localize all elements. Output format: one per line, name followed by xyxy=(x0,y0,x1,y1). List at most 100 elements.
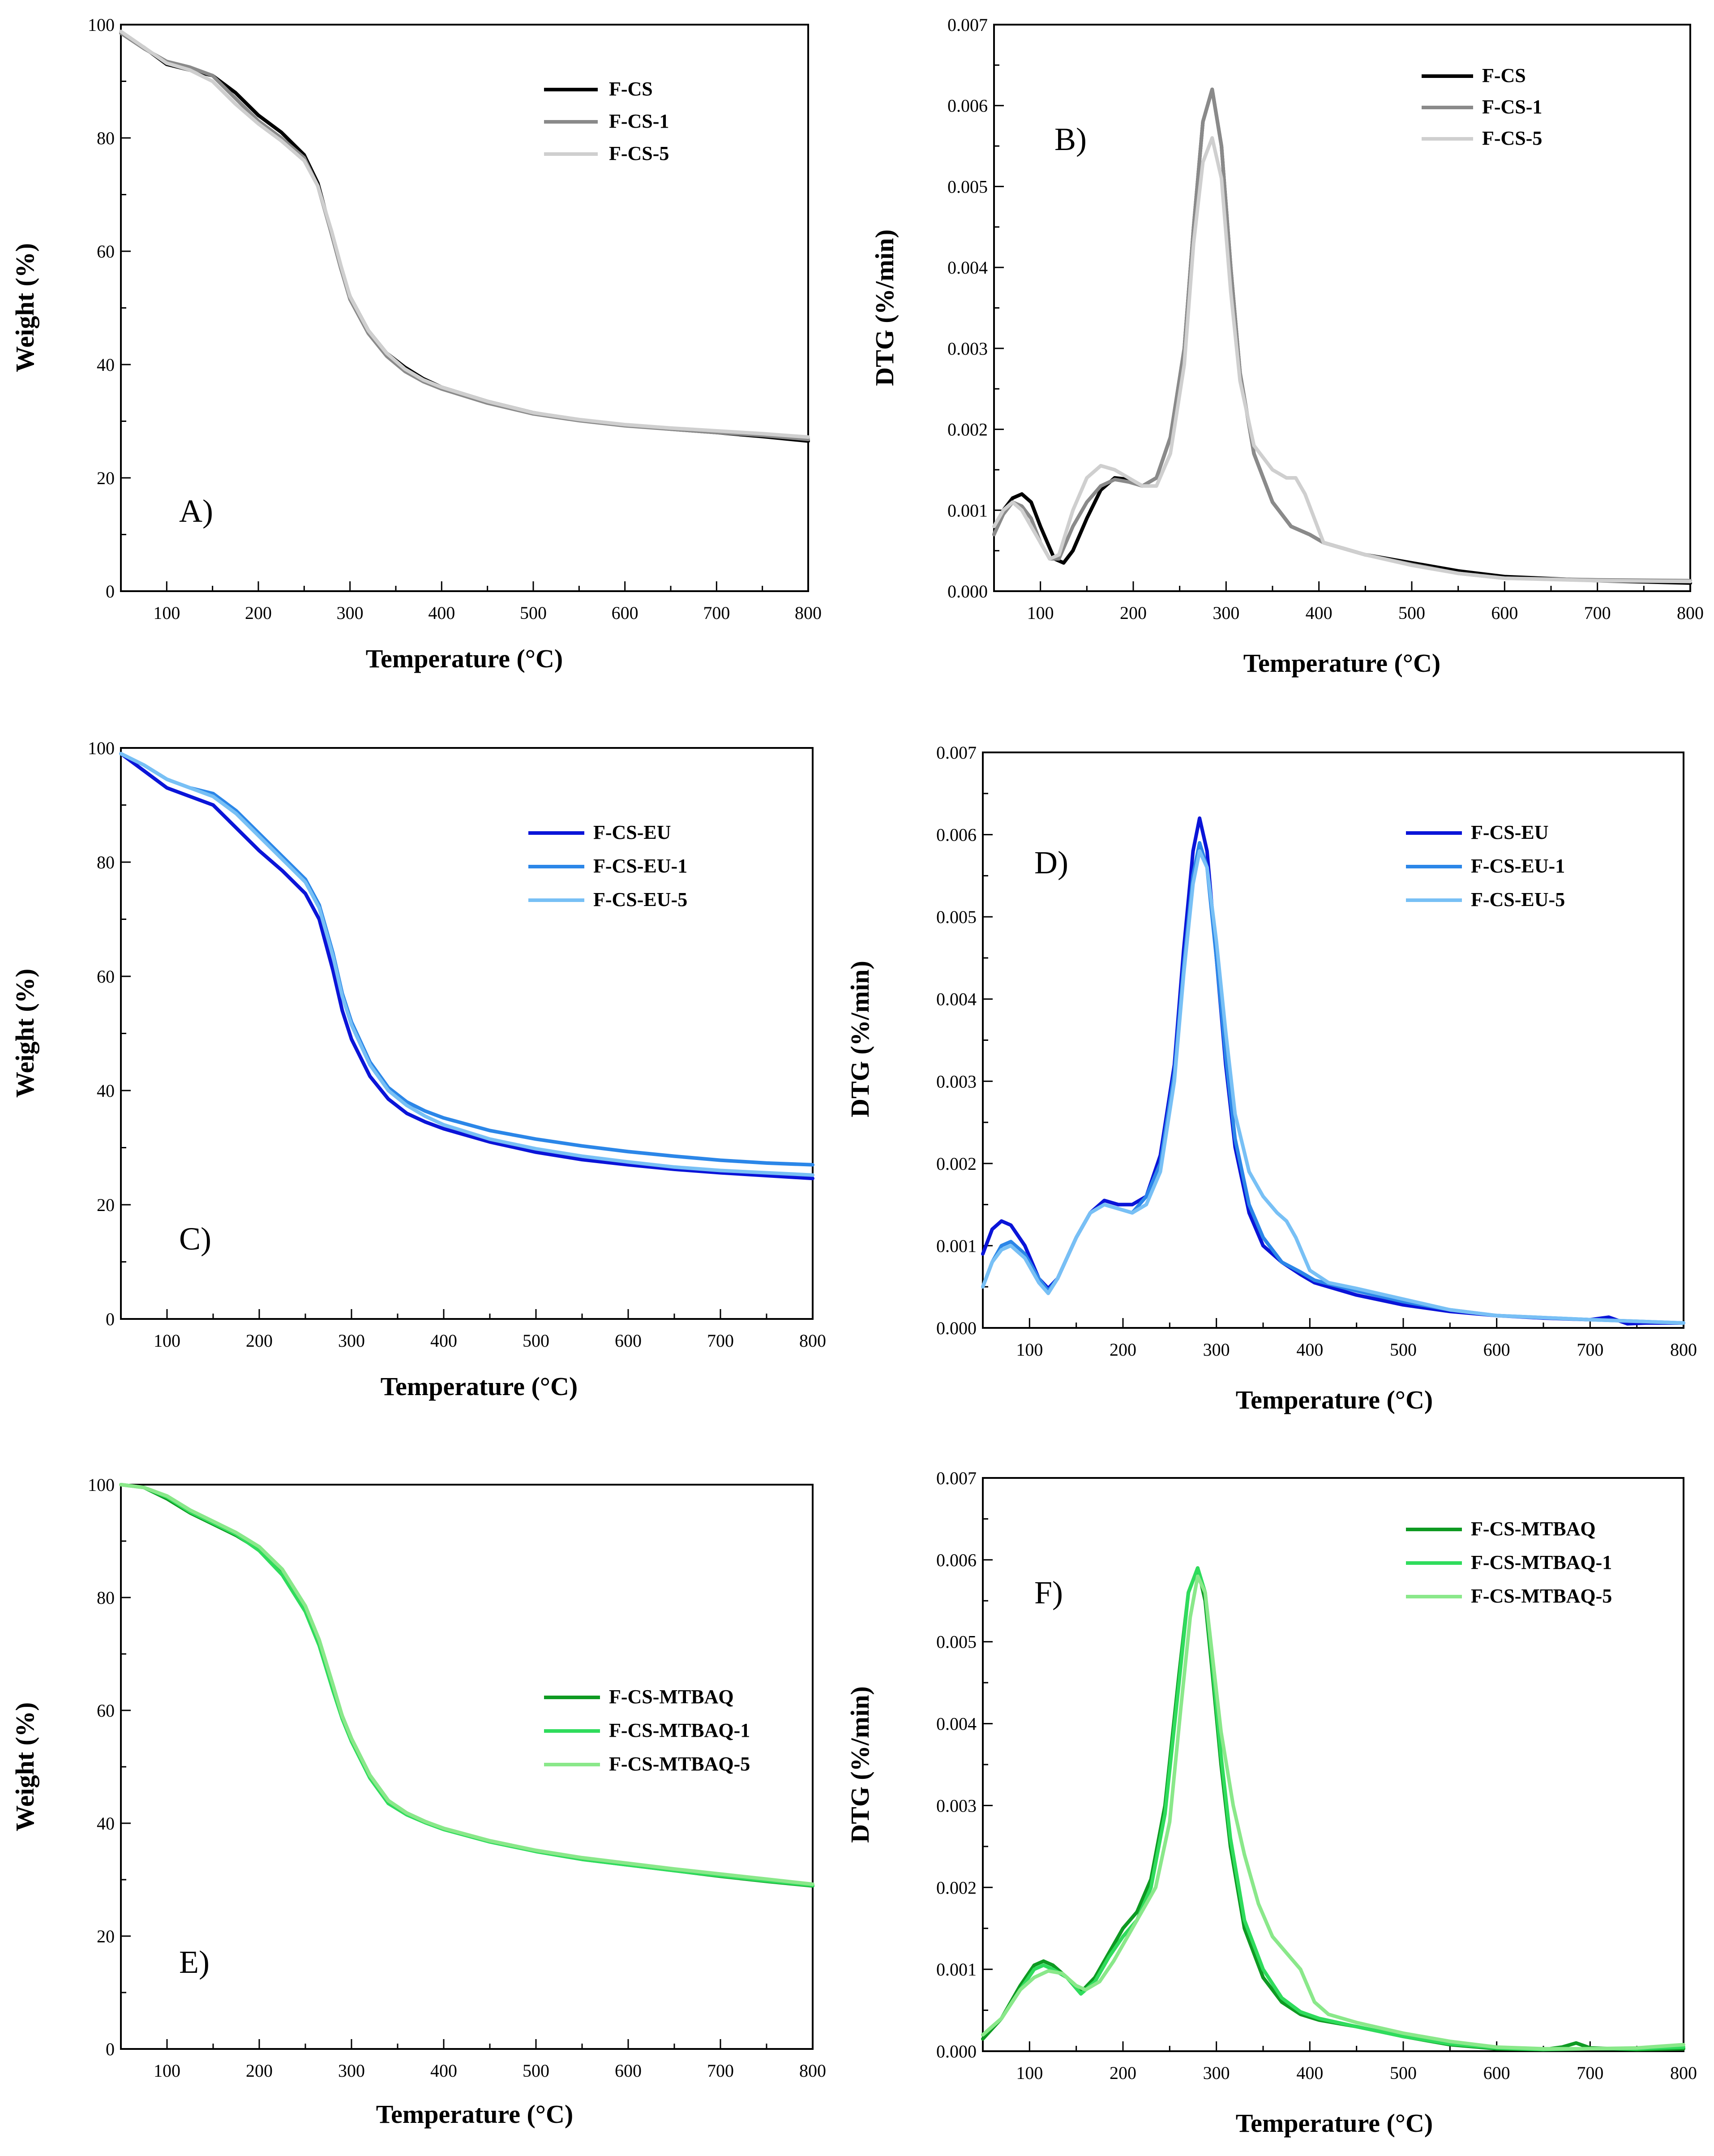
panel-label: F) xyxy=(1034,1575,1063,1611)
x-tick-label: 800 xyxy=(795,603,822,623)
x-axis-title: Temperature (°C) xyxy=(1236,2109,1433,2138)
x-tick-label: 700 xyxy=(1584,603,1611,623)
y-tick-label: 0.005 xyxy=(936,907,977,927)
x-axis-title: Temperature (°C) xyxy=(1236,1385,1433,1414)
x-tick-labels: 100 200 300 400 500 600 700 800 xyxy=(1016,2063,1697,2083)
y-tick-label: 0.002 xyxy=(936,1154,977,1174)
x-tick-label: 100 xyxy=(154,2061,180,2081)
data-series xyxy=(119,752,814,1181)
panel-label: D) xyxy=(1034,845,1068,880)
x-tick-label: 500 xyxy=(520,603,547,623)
data-series xyxy=(119,30,810,443)
y-tick-label: 0.003 xyxy=(936,1071,977,1091)
legend-label-f-cs-mtbaq: F-CS-MTBAQ xyxy=(1471,1518,1596,1540)
y-tick-label: 0.004 xyxy=(936,989,977,1009)
y-tick-label: 100 xyxy=(88,738,115,758)
panel-c-tga-weight-plot: 0 20 40 60 80 100 100 200 300 400 500 600 700 800 Te… xyxy=(10,738,826,1401)
x-axis-title: Temperature (°C) xyxy=(381,1372,578,1401)
legend: F-CS-EU F-CS-EU-1 F-CS-EU-5 xyxy=(528,821,687,911)
x-tick-labels: 100 200 300 400 500 600 700 800 xyxy=(1027,603,1704,623)
panel-e-tga-weight-plot: 0 20 40 60 80 100 100 200 300 400 500 600 700 800 Te… xyxy=(10,1475,826,2129)
x-tick-label: 600 xyxy=(615,2061,642,2081)
x-tick-label: 800 xyxy=(1670,2063,1697,2083)
series-line-f-cs-mtbaq-5 xyxy=(981,1574,1685,2051)
y-tick-label: 20 xyxy=(97,468,115,488)
data-series xyxy=(119,1483,814,1888)
x-tick-label: 100 xyxy=(154,1331,180,1351)
x-tick-label: 500 xyxy=(523,1331,549,1351)
y-tick-label: 0 xyxy=(106,2039,115,2059)
x-tick-label: 200 xyxy=(246,1331,273,1351)
legend-label-f-cs-eu-5: F-CS-EU-5 xyxy=(593,889,687,911)
y-axis-title: DTG (%/min) xyxy=(870,229,899,386)
legend-label-f-cs-eu-1: F-CS-EU-1 xyxy=(593,855,687,877)
y-tick-labels: 0 20 40 60 80 100 xyxy=(88,15,115,601)
series-line-f-cs-5 xyxy=(119,30,810,439)
legend-label-f-cs-mtbaq-1: F-CS-MTBAQ-1 xyxy=(609,1719,750,1741)
y-tick-label: 0.003 xyxy=(947,339,988,359)
y-tick-label: 60 xyxy=(97,1701,115,1721)
legend-label-f-cs-eu-1: F-CS-EU-1 xyxy=(1471,855,1565,877)
x-tick-label: 700 xyxy=(703,603,730,623)
legend: F-CS F-CS-1 F-CS-5 xyxy=(544,78,669,164)
x-tick-label: 300 xyxy=(338,2061,365,2081)
axis-ticks xyxy=(994,24,1691,592)
x-tick-label: 700 xyxy=(1577,1340,1603,1360)
series-line-f-cs-eu-5 xyxy=(119,752,814,1177)
x-tick-label: 100 xyxy=(1016,2063,1043,2083)
series-line-f-cs-mtbaq-5 xyxy=(119,1483,814,1886)
y-tick-label: 0.006 xyxy=(936,1550,977,1570)
x-tick-labels: 100 200 300 400 500 600 700 800 xyxy=(1016,1340,1697,1360)
panel-f-dtg-plot: 0.000 0.001 0.002 0.003 0.004 0.005 0.006 0.007… xyxy=(845,1468,1697,2138)
y-tick-label: 0.005 xyxy=(947,176,988,197)
legend-label-f-cs: F-CS xyxy=(609,78,653,100)
legend-label-f-cs-1: F-CS-1 xyxy=(609,110,669,132)
x-tick-label: 100 xyxy=(1016,1340,1043,1360)
x-tick-label: 200 xyxy=(1110,2063,1136,2083)
x-tick-label: 600 xyxy=(612,603,638,623)
series-line-f-cs-5 xyxy=(992,136,1692,584)
x-tick-label: 200 xyxy=(1120,603,1147,623)
plot-frame xyxy=(993,24,1691,592)
y-tick-labels: 0 20 40 60 80 100 xyxy=(88,738,115,1329)
y-axis-title: Weight (%) xyxy=(10,243,39,372)
y-tick-label: 100 xyxy=(88,15,115,35)
x-axis-title: Temperature (°C) xyxy=(376,2100,573,2129)
x-tick-label: 500 xyxy=(1398,603,1425,623)
y-tick-label: 0.000 xyxy=(936,1318,977,1338)
data-series xyxy=(992,87,1692,585)
y-tick-label: 0.007 xyxy=(947,15,988,35)
panel-d-dtg-plot: 0.000 0.001 0.002 0.003 0.004 0.005 0.006 0.007… xyxy=(845,743,1697,1414)
legend-label-f-cs-mtbaq: F-CS-MTBAQ xyxy=(609,1686,734,1708)
legend-label-f-cs-5: F-CS-5 xyxy=(1482,127,1542,149)
x-tick-label: 500 xyxy=(523,2061,549,2081)
x-tick-label: 600 xyxy=(1483,1340,1510,1360)
x-tick-label: 400 xyxy=(1296,2063,1323,2083)
axis-ticks xyxy=(121,24,809,592)
y-tick-label: 0.006 xyxy=(936,825,977,845)
y-tick-label: 0 xyxy=(106,581,115,601)
x-tick-labels: 100 200 300 400 500 600 700 800 xyxy=(154,1331,826,1351)
legend-label-f-cs-mtbaq-5: F-CS-MTBAQ-5 xyxy=(609,1753,750,1775)
series-line-f-cs-eu-5 xyxy=(981,849,1685,1325)
x-tick-label: 100 xyxy=(153,603,180,623)
x-tick-label: 400 xyxy=(1306,603,1333,623)
legend-label-f-cs-eu: F-CS-EU xyxy=(1471,821,1549,843)
x-tick-label: 500 xyxy=(1390,1340,1417,1360)
x-tick-label: 300 xyxy=(1213,603,1239,623)
y-tick-label: 80 xyxy=(97,128,115,148)
plot-frame xyxy=(120,747,814,1320)
y-tick-label: 0.001 xyxy=(947,500,988,520)
x-tick-label: 400 xyxy=(1296,1340,1323,1360)
legend: F-CS F-CS-1 F-CS-5 xyxy=(1422,64,1542,149)
x-tick-label: 300 xyxy=(337,603,364,623)
legend: F-CS-MTBAQ F-CS-MTBAQ-1 F-CS-MTBAQ-5 xyxy=(1406,1518,1612,1607)
legend-label-f-cs-eu: F-CS-EU xyxy=(593,821,671,843)
x-tick-labels: 100 200 300 400 500 600 700 800 xyxy=(153,603,822,623)
y-tick-labels: 0.000 0.001 0.002 0.003 0.004 0.005 0.006 0.007 xyxy=(947,15,988,601)
data-series xyxy=(981,816,1685,1326)
legend-label-f-cs-5: F-CS-5 xyxy=(609,142,669,164)
plot-frame xyxy=(120,24,809,592)
panel-b-dtg-plot: 0.000 0.001 0.002 0.003 0.004 0.005 0.006 0.007… xyxy=(870,15,1704,678)
panel-label: B) xyxy=(1054,121,1087,157)
